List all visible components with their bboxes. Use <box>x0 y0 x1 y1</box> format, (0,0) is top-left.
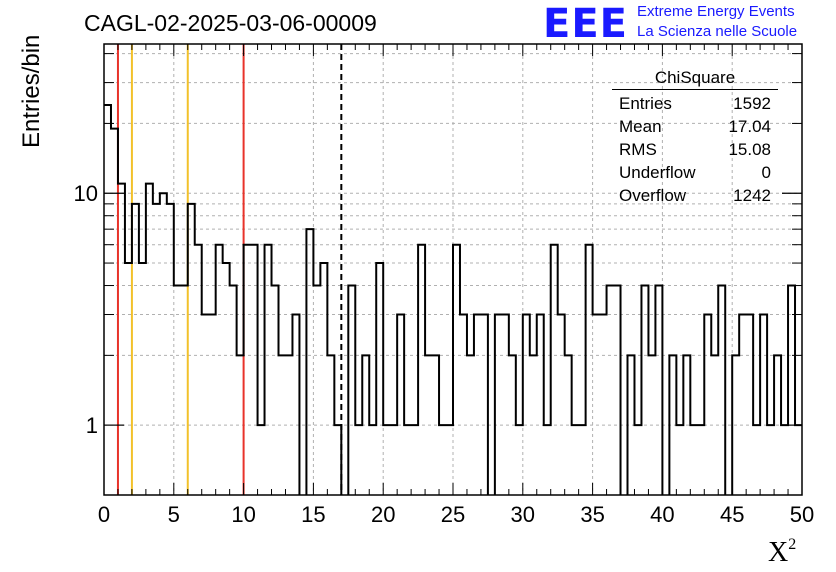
stats-row-rms: RMS 15.08 <box>612 138 778 161</box>
stats-box: ChiSquare Entries 1592 Mean 17.04 RMS 15.08 Un… <box>612 66 778 207</box>
stats-label: Mean <box>619 117 662 136</box>
logo-tagline-1: Extreme Energy Events <box>637 3 795 20</box>
stats-label: Entries <box>619 94 672 113</box>
y-tick-label: 10 <box>74 181 98 206</box>
y-tick-label: 1 <box>86 413 98 438</box>
x-axis-label-text: X <box>768 537 789 568</box>
stats-label: RMS <box>619 140 657 159</box>
stats-label: Underflow <box>619 163 696 182</box>
stats-row-overflow: Overflow 1242 <box>612 184 778 207</box>
x-tick-label: 0 <box>98 502 110 527</box>
x-tick-label: 35 <box>580 502 604 527</box>
stats-value: 0 <box>761 163 771 182</box>
histogram-line <box>104 104 802 495</box>
x-tick-label: 30 <box>511 502 535 527</box>
x-tick-label: 40 <box>650 502 674 527</box>
stats-value: 15.08 <box>728 140 771 159</box>
x-tick-label: 45 <box>720 502 744 527</box>
x-tick-label: 15 <box>301 502 325 527</box>
x-tick-label: 20 <box>371 502 395 527</box>
stats-value: 1242 <box>733 186 771 205</box>
x-tick-label: 5 <box>168 502 180 527</box>
eee-logo: EEE <box>543 1 628 47</box>
x-tick-label: 50 <box>790 502 814 527</box>
logo-tagline-2: La Scienza nelle Scuole <box>637 23 798 40</box>
x-tick-label: 25 <box>441 502 465 527</box>
x-axis-label-sup: 2 <box>788 536 797 553</box>
x-tick-label: 10 <box>231 502 255 527</box>
stats-title: ChiSquare <box>612 66 778 90</box>
stats-row-underflow: Underflow 0 <box>612 161 778 184</box>
x-axis-label: X2 <box>768 536 796 569</box>
stats-row-entries: Entries 1592 <box>612 92 778 115</box>
stats-label: Overflow <box>619 186 687 205</box>
stats-value: 17.04 <box>728 117 771 136</box>
stats-rows: Entries 1592 Mean 17.04 RMS 15.08 Underflow 0 Ov… <box>612 92 778 207</box>
chart-title: CAGL-02-2025-03-06-00009 <box>84 10 377 36</box>
stats-row-mean: Mean 17.04 <box>612 115 778 138</box>
stats-value: 1592 <box>733 94 771 113</box>
